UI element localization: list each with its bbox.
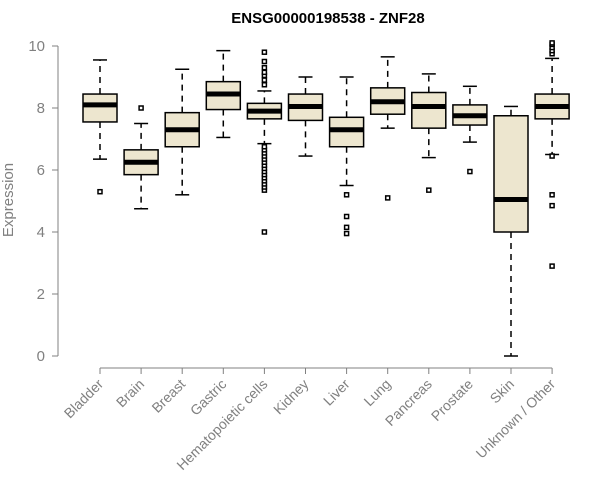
outlier-point bbox=[261, 144, 268, 150]
box-group bbox=[287, 76, 324, 157]
box-group bbox=[82, 59, 118, 195]
box-group bbox=[411, 73, 447, 193]
x-tick-label: Skin bbox=[487, 376, 518, 407]
outlier-point bbox=[343, 224, 350, 231]
outlier-point bbox=[261, 82, 268, 88]
outlier-point bbox=[343, 213, 350, 220]
box-group bbox=[369, 56, 406, 201]
outlier-point bbox=[261, 49, 268, 55]
outlier-point bbox=[549, 40, 555, 46]
y-tick-label: 8 bbox=[37, 100, 45, 117]
x-tick-label: Lung bbox=[360, 376, 393, 409]
x-tick-label: Prostate bbox=[428, 376, 476, 424]
x-tick-label: Liver bbox=[320, 376, 353, 409]
y-tick-label: 4 bbox=[37, 224, 45, 241]
outlier-point bbox=[261, 229, 268, 235]
iqr-box bbox=[82, 93, 118, 123]
box-group bbox=[534, 40, 570, 269]
outlier-point bbox=[138, 105, 144, 111]
chart-title: ENSG00000198538 - ZNF28 bbox=[231, 10, 424, 27]
y-tick-label: 0 bbox=[37, 348, 45, 365]
outlier-point bbox=[261, 77, 268, 83]
y-axis: 0 2 4 6 8 10 bbox=[28, 38, 59, 365]
box-group bbox=[328, 76, 365, 237]
outlier-point bbox=[426, 187, 432, 193]
outlier-point bbox=[467, 168, 473, 175]
box-group bbox=[205, 49, 242, 139]
box-group bbox=[123, 105, 159, 210]
iqr-box bbox=[411, 91, 447, 129]
plot-area bbox=[82, 40, 570, 357]
outlier-point bbox=[343, 192, 350, 198]
box-group bbox=[164, 68, 200, 196]
x-tick-label: Kidney bbox=[270, 376, 312, 418]
box-group bbox=[246, 49, 283, 235]
outlier-point bbox=[261, 64, 268, 71]
y-tick-label: 10 bbox=[28, 38, 45, 55]
outlier-point bbox=[384, 195, 391, 201]
box-group bbox=[452, 85, 488, 175]
y-tick-label: 6 bbox=[37, 162, 45, 179]
outlier-point bbox=[549, 202, 555, 209]
x-tick-label: Brain bbox=[113, 376, 147, 410]
iqr-box bbox=[493, 115, 529, 233]
outlier-point bbox=[549, 192, 555, 198]
y-tick-label: 2 bbox=[37, 286, 45, 303]
y-axis-label: Expression bbox=[0, 163, 17, 237]
outlier-point bbox=[549, 263, 555, 269]
outlier-point bbox=[97, 188, 103, 195]
box-group bbox=[493, 105, 529, 357]
outlier-point bbox=[549, 153, 555, 159]
x-tick-label: Bladder bbox=[61, 376, 107, 422]
outlier-point bbox=[261, 58, 268, 65]
x-tick-label: Breast bbox=[148, 376, 188, 416]
outlier-point bbox=[261, 69, 268, 76]
outlier-point bbox=[343, 230, 350, 237]
